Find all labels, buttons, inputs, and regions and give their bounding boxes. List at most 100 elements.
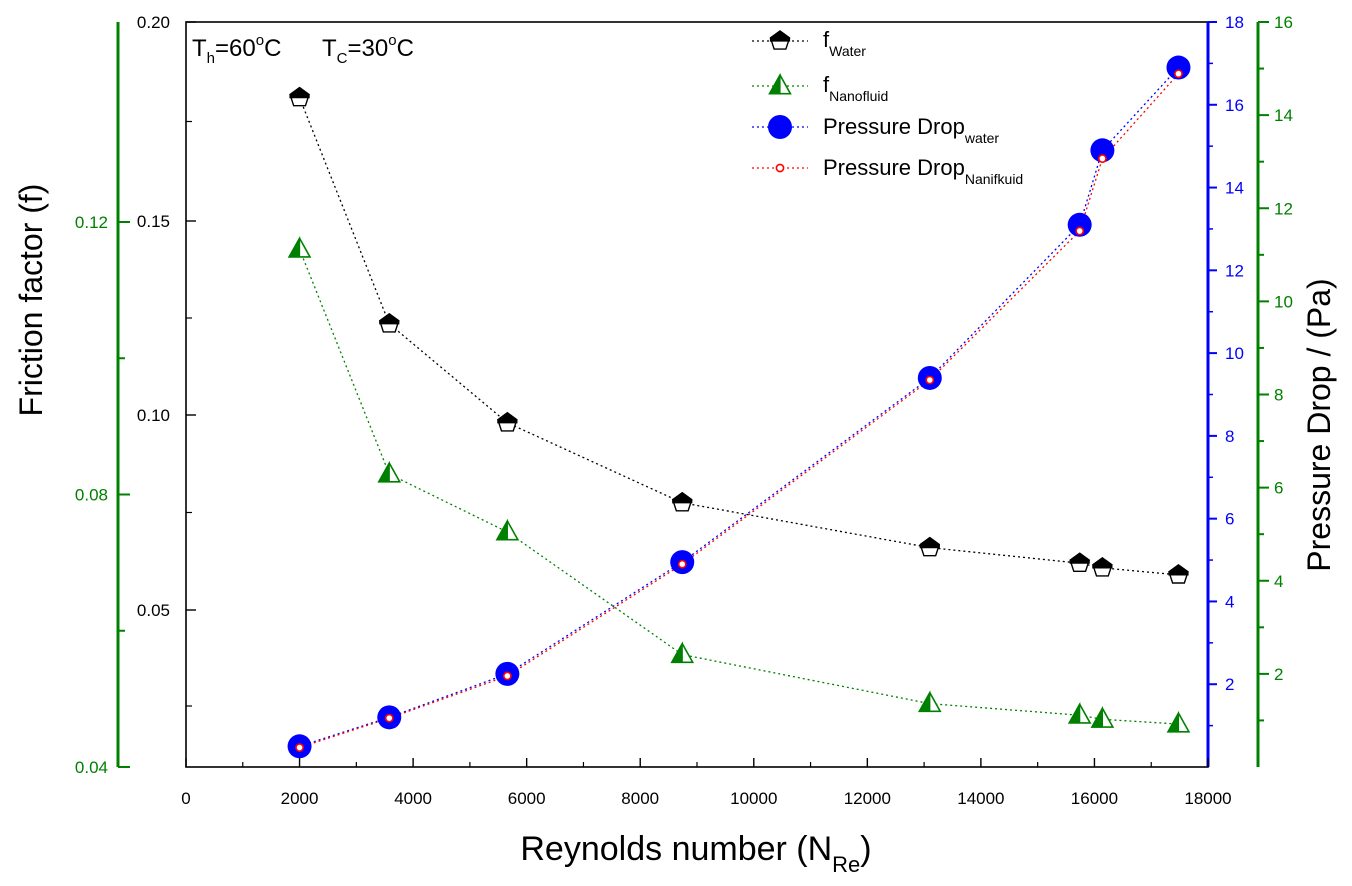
x-tick-label: 16000 xyxy=(1071,789,1118,808)
point-f-water xyxy=(1069,552,1091,572)
y-right-green-tick-label: 2 xyxy=(1274,665,1283,684)
point-pressure-drop-nanifkuid xyxy=(677,559,687,569)
y-left-green-tick-label: 0.12 xyxy=(75,213,108,232)
y-right-green-tick-label: 6 xyxy=(1274,479,1283,498)
legend-label-pressure-drop-nanifkuid: Pressure Drop xyxy=(823,155,965,180)
plot-series xyxy=(287,55,1191,759)
y-right-blue-tick-label: 4 xyxy=(1225,592,1234,611)
point-f-nanofluid xyxy=(1166,710,1191,733)
th-sub: h xyxy=(207,50,215,67)
legend-item-pressure-drop-water: Pressure Dropwater xyxy=(752,114,999,146)
temperature-annotation: Th=60oC TC=30oC xyxy=(192,32,414,67)
point-pressure-drop-water xyxy=(1166,55,1191,80)
legend-marker-pressure-drop-nanifkuid xyxy=(775,163,785,173)
y-left-tick-label: 0.10 xyxy=(137,406,170,425)
y-axis-title-left: Friction factor (f) xyxy=(13,184,49,417)
tc-unit: C xyxy=(397,35,414,62)
x-tick-label: 0 xyxy=(181,789,190,808)
series-line-pressure-drop-nanifkuid xyxy=(299,73,1179,749)
series-line-f-nanofluid xyxy=(298,249,1179,725)
svg-text:Pressure Dropwater: Pressure Dropwater xyxy=(823,114,999,146)
x-tick-label: 18000 xyxy=(1184,789,1231,808)
axis-ticks xyxy=(118,21,1269,768)
svg-text:TC=30oC: TC=30oC xyxy=(322,32,414,67)
point-pressure-drop-nanifkuid xyxy=(1097,154,1107,163)
y-right-green-tick-label: 14 xyxy=(1274,106,1293,125)
point-f-water xyxy=(378,312,400,333)
y-left-green-tick-label: 0.04 xyxy=(75,758,108,777)
svg-text:fNanofluid: fNanofluid xyxy=(823,72,888,104)
svg-text:fWater: fWater xyxy=(823,27,866,59)
axis-tick-labels: 0 2000 4000 6000 8000 10000 12000 14000 16000 180… xyxy=(75,13,1293,808)
legend-label-pressure-drop-water: Pressure Drop xyxy=(823,114,965,139)
legend-label-f-nanofluid: f xyxy=(823,72,830,97)
point-f-water xyxy=(497,411,518,432)
point-f-water xyxy=(919,536,941,557)
x-tick-label: 2000 xyxy=(281,789,319,808)
point-pressure-drop-nanifkuid xyxy=(295,743,304,752)
point-f-nanofluid xyxy=(670,641,695,664)
legend-marker-pressure-drop-water xyxy=(768,115,792,139)
x-tick-label: 14000 xyxy=(957,789,1004,808)
tc-val: =30 xyxy=(348,35,389,62)
legend-marker-f-nanofluid xyxy=(768,72,792,95)
x-tick-label: 10000 xyxy=(730,789,777,808)
legend-symbol-pressure-drop-water xyxy=(768,115,792,139)
point-pressure-drop-nanifkuid xyxy=(1075,226,1085,236)
y-right-blue-tick-label: 12 xyxy=(1225,261,1244,280)
legend-sub-pressure-drop-nanifkuid: Nanifkuid xyxy=(965,171,1023,187)
point-pressure-drop-water xyxy=(1090,138,1115,163)
series-line-f-water xyxy=(298,97,1179,576)
tc-base: T xyxy=(322,35,337,62)
y-axis-title-right: Pressure Drop / (Pa) xyxy=(1301,278,1337,571)
th-sup: o xyxy=(256,32,264,49)
point-f-nanofluid xyxy=(287,235,312,258)
point-f-nanofluid xyxy=(495,518,520,541)
x-tick-label: 12000 xyxy=(844,789,891,808)
y-left-green-tick-label: 0.08 xyxy=(75,486,108,505)
series-line-pressure-drop-water xyxy=(299,67,1179,747)
legend-item-f-nanofluid: fNanofluid xyxy=(752,72,888,104)
legend: fWater fNanofluid Pressure Dropwater Pre… xyxy=(752,27,1023,187)
point-pressure-drop-water xyxy=(1067,212,1092,237)
point-pressure-drop-nanifkuid xyxy=(925,375,935,385)
legend-sub-f-nanofluid: Nanofluid xyxy=(829,88,888,104)
y-right-blue-tick-label: 2 xyxy=(1225,675,1234,694)
plot-border xyxy=(185,21,1209,768)
x-tick-label: 6000 xyxy=(508,789,546,808)
y-right-blue-tick-label: 10 xyxy=(1225,344,1244,363)
x-tick-label: 4000 xyxy=(394,789,432,808)
y-left-tick-label: 0.05 xyxy=(137,601,170,620)
y-left-tick-label: 0.15 xyxy=(137,212,170,231)
th-unit: C xyxy=(264,35,281,62)
legend-symbol-pressure-drop-nanifkuid xyxy=(775,163,785,173)
y-right-blue-tick-label: 8 xyxy=(1225,427,1234,446)
x-tick-label: 8000 xyxy=(621,789,659,808)
point-f-water xyxy=(1168,564,1189,584)
y-right-green-tick-label: 4 xyxy=(1274,572,1283,591)
legend-sub-f-water: Water xyxy=(829,43,866,59)
point-f-water xyxy=(671,491,693,512)
point-pressure-drop-nanifkuid xyxy=(384,713,394,723)
point-f-nanofluid xyxy=(1090,706,1115,728)
point-f-nanofluid xyxy=(1067,701,1092,724)
legend-marker-f-water xyxy=(769,30,791,50)
svg-text:Pressure DropNanifkuid: Pressure DropNanifkuid xyxy=(823,155,1023,187)
legend-item-pressure-drop-nanifkuid: Pressure DropNanifkuid xyxy=(752,155,1023,187)
x-axis-title: Reynolds number (NRe) xyxy=(520,830,871,877)
tc-sub: C xyxy=(337,50,348,67)
point-f-nanofluid xyxy=(917,690,942,713)
point-f-water xyxy=(1092,557,1113,577)
legend-symbol-f-nanofluid xyxy=(768,72,792,95)
y-right-blue-tick-label: 14 xyxy=(1225,179,1244,198)
svg-text:Th=60oC: Th=60oC xyxy=(192,32,281,67)
th-base: T xyxy=(192,35,207,62)
y-right-blue-tick-label: 16 xyxy=(1225,96,1244,115)
x-axis-title-sub: Re xyxy=(832,852,860,877)
legend-item-f-water: fWater xyxy=(752,27,866,59)
x-axis-title-text: Reynolds number (N xyxy=(520,830,832,868)
point-f-water xyxy=(289,86,310,107)
legend-symbol-f-water xyxy=(769,30,791,50)
y-right-blue-tick-label: 6 xyxy=(1225,510,1234,529)
point-f-nanofluid xyxy=(377,460,402,483)
